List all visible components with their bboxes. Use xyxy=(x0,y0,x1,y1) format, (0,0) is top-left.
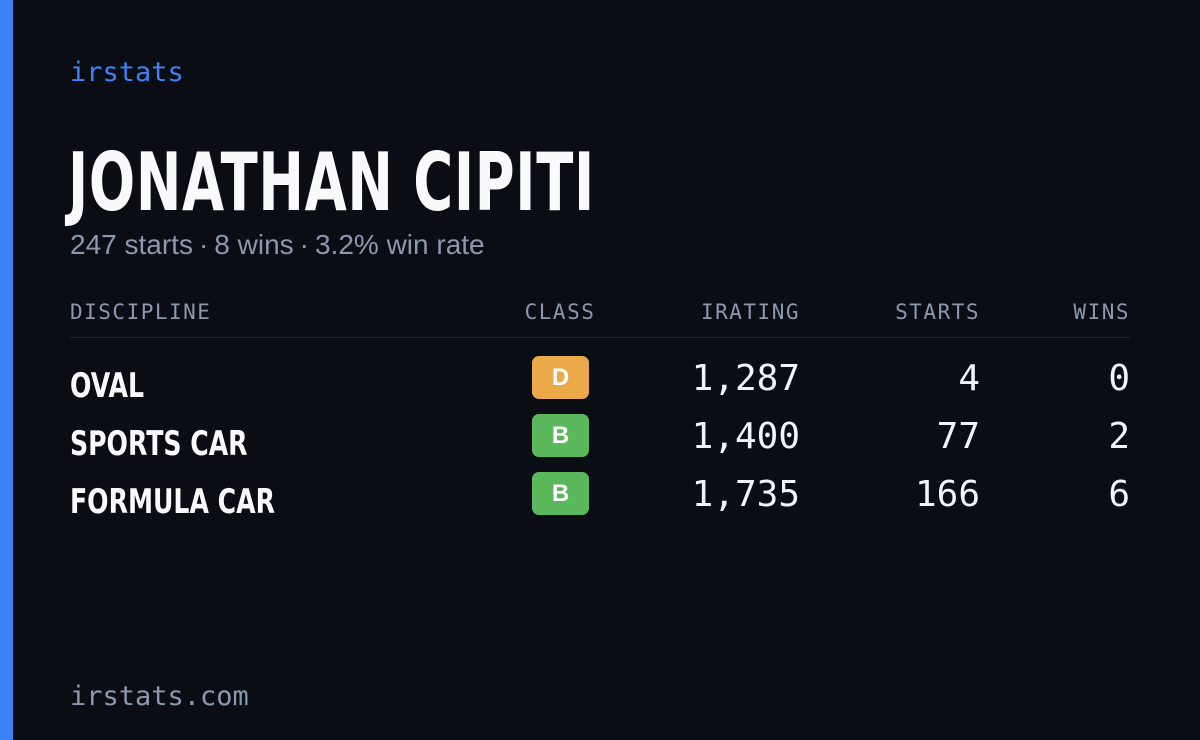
discipline-name: SPORTS CAR xyxy=(70,424,248,464)
table-row: SPORTS CAR B 1,400 77 2 xyxy=(70,412,1130,470)
table-row: FORMULA CAR B 1,735 166 6 xyxy=(70,470,1130,528)
class-badge: B xyxy=(532,414,589,457)
accent-bar xyxy=(0,0,13,740)
summary-wins: 8 wins xyxy=(214,229,294,260)
header-starts: STARTS xyxy=(895,300,980,324)
discipline-stats-table: DISCIPLINE CLASS IRATING STARTS WINS OVA… xyxy=(70,295,1130,528)
wins-value: 2 xyxy=(1108,416,1130,457)
irating-value: 1,287 xyxy=(691,358,800,399)
starts-value: 4 xyxy=(958,358,980,399)
summary-win-rate: 3.2% win rate xyxy=(314,229,485,260)
class-badge: B xyxy=(532,472,589,515)
brand-logo-text: irstats xyxy=(70,57,184,88)
starts-value: 77 xyxy=(936,416,980,457)
table-row: OVAL D 1,287 4 0 xyxy=(70,354,1130,412)
player-summary: 247 starts · 8 wins · 3.2% win rate xyxy=(70,227,485,263)
class-badge: D xyxy=(532,356,589,399)
wins-value: 0 xyxy=(1108,358,1130,399)
header-discipline: DISCIPLINE xyxy=(70,300,212,324)
summary-separator: · xyxy=(198,229,209,260)
discipline-name: FORMULA CAR xyxy=(70,482,275,522)
header-irating: IRATING xyxy=(700,300,800,324)
irating-value: 1,400 xyxy=(691,416,800,457)
irating-value: 1,735 xyxy=(691,474,800,515)
discipline-name: OVAL xyxy=(70,366,144,406)
header-wins: WINS xyxy=(1073,300,1130,324)
summary-separator: · xyxy=(299,229,309,260)
table-header: DISCIPLINE CLASS IRATING STARTS WINS xyxy=(70,295,1130,338)
footer-url: irstats.com xyxy=(70,681,249,712)
header-class: CLASS xyxy=(524,300,596,324)
summary-starts: 247 starts xyxy=(70,229,193,260)
wins-value: 6 xyxy=(1108,474,1130,515)
starts-value: 166 xyxy=(914,474,980,515)
table-body: OVAL D 1,287 4 0 SPORTS CAR B 1,400 77 2… xyxy=(70,354,1130,528)
player-name: JONATHAN CIPITI xyxy=(68,136,595,229)
